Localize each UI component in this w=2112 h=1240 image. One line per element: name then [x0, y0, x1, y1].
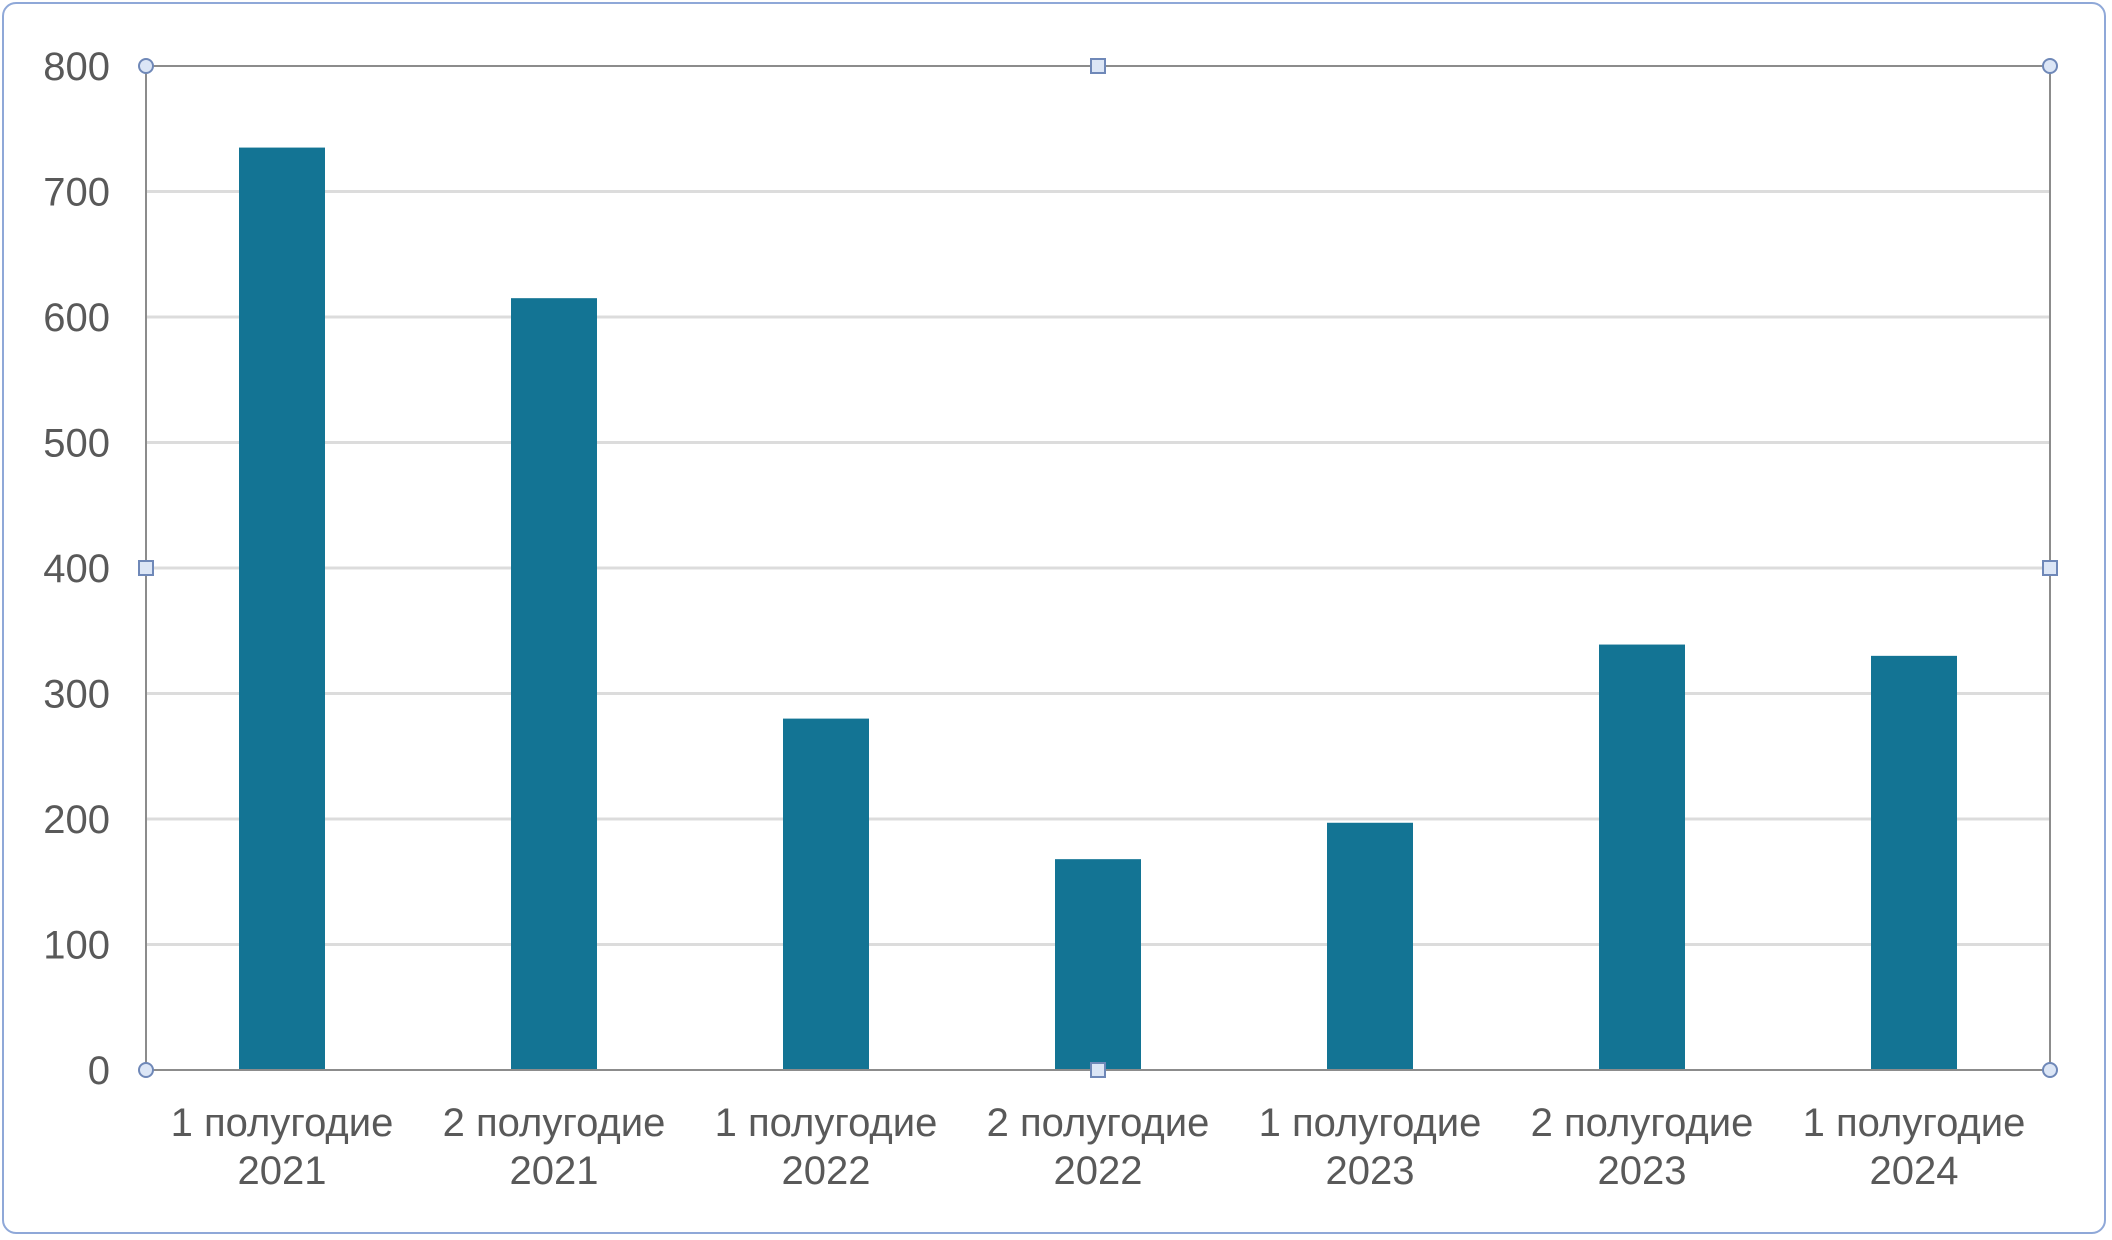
bar: [1871, 655, 1957, 1070]
y-tick-label: 0: [88, 1049, 110, 1093]
y-tick-label: 600: [43, 296, 110, 340]
bar: [239, 147, 325, 1070]
x-tick-label: 2 полугодие 2021: [443, 1101, 666, 1193]
resize-handle-corner[interactable]: [2042, 58, 2058, 74]
bars: [239, 147, 1957, 1070]
y-tick-label: 200: [43, 798, 110, 842]
resize-handle-corner[interactable]: [2042, 1062, 2058, 1078]
x-tick-label: 2 полугодие 2023: [1531, 1101, 1754, 1193]
x-axis-tick-labels: 1 полугодие 2021 2 полугодие 2021 1 полугоди…: [171, 1101, 2026, 1193]
resize-handle-corner[interactable]: [138, 58, 154, 74]
bar: [511, 298, 597, 1070]
gridlines: [146, 190, 2050, 1071]
y-tick-label: 300: [43, 673, 110, 717]
y-tick-label: 800: [43, 45, 110, 89]
bar: [1327, 822, 1413, 1070]
resize-handle-side[interactable]: [1090, 58, 1106, 74]
y-tick-label: 500: [43, 422, 110, 466]
resize-handle-side[interactable]: [138, 560, 154, 576]
selection-handles[interactable]: [138, 58, 2058, 1078]
bar: [783, 718, 869, 1070]
y-tick-label: 400: [43, 547, 110, 591]
bar-chart: 0 100 200 300 400 500 600 700 800 1 полугодие 202…: [43, 45, 2058, 1193]
bar: [1599, 644, 1685, 1070]
y-tick-label: 700: [43, 171, 110, 215]
y-tick-label: 100: [43, 924, 110, 968]
resize-handle-corner[interactable]: [138, 1062, 154, 1078]
x-tick-label: 1 полугодие 2021: [171, 1101, 394, 1193]
bar: [1055, 859, 1141, 1070]
x-tick-label: 1 полугодие 2023: [1259, 1101, 1482, 1193]
resize-handle-side[interactable]: [1090, 1062, 1106, 1078]
x-tick-label: 1 полугодие 2024: [1803, 1101, 2026, 1193]
x-tick-label: 2 полугодие 2022: [987, 1101, 1210, 1193]
x-tick-label: 1 полугодие 2022: [715, 1101, 938, 1193]
resize-handle-side[interactable]: [2042, 560, 2058, 576]
y-axis-tick-labels: 0 100 200 300 400 500 600 700 800: [43, 45, 110, 1093]
